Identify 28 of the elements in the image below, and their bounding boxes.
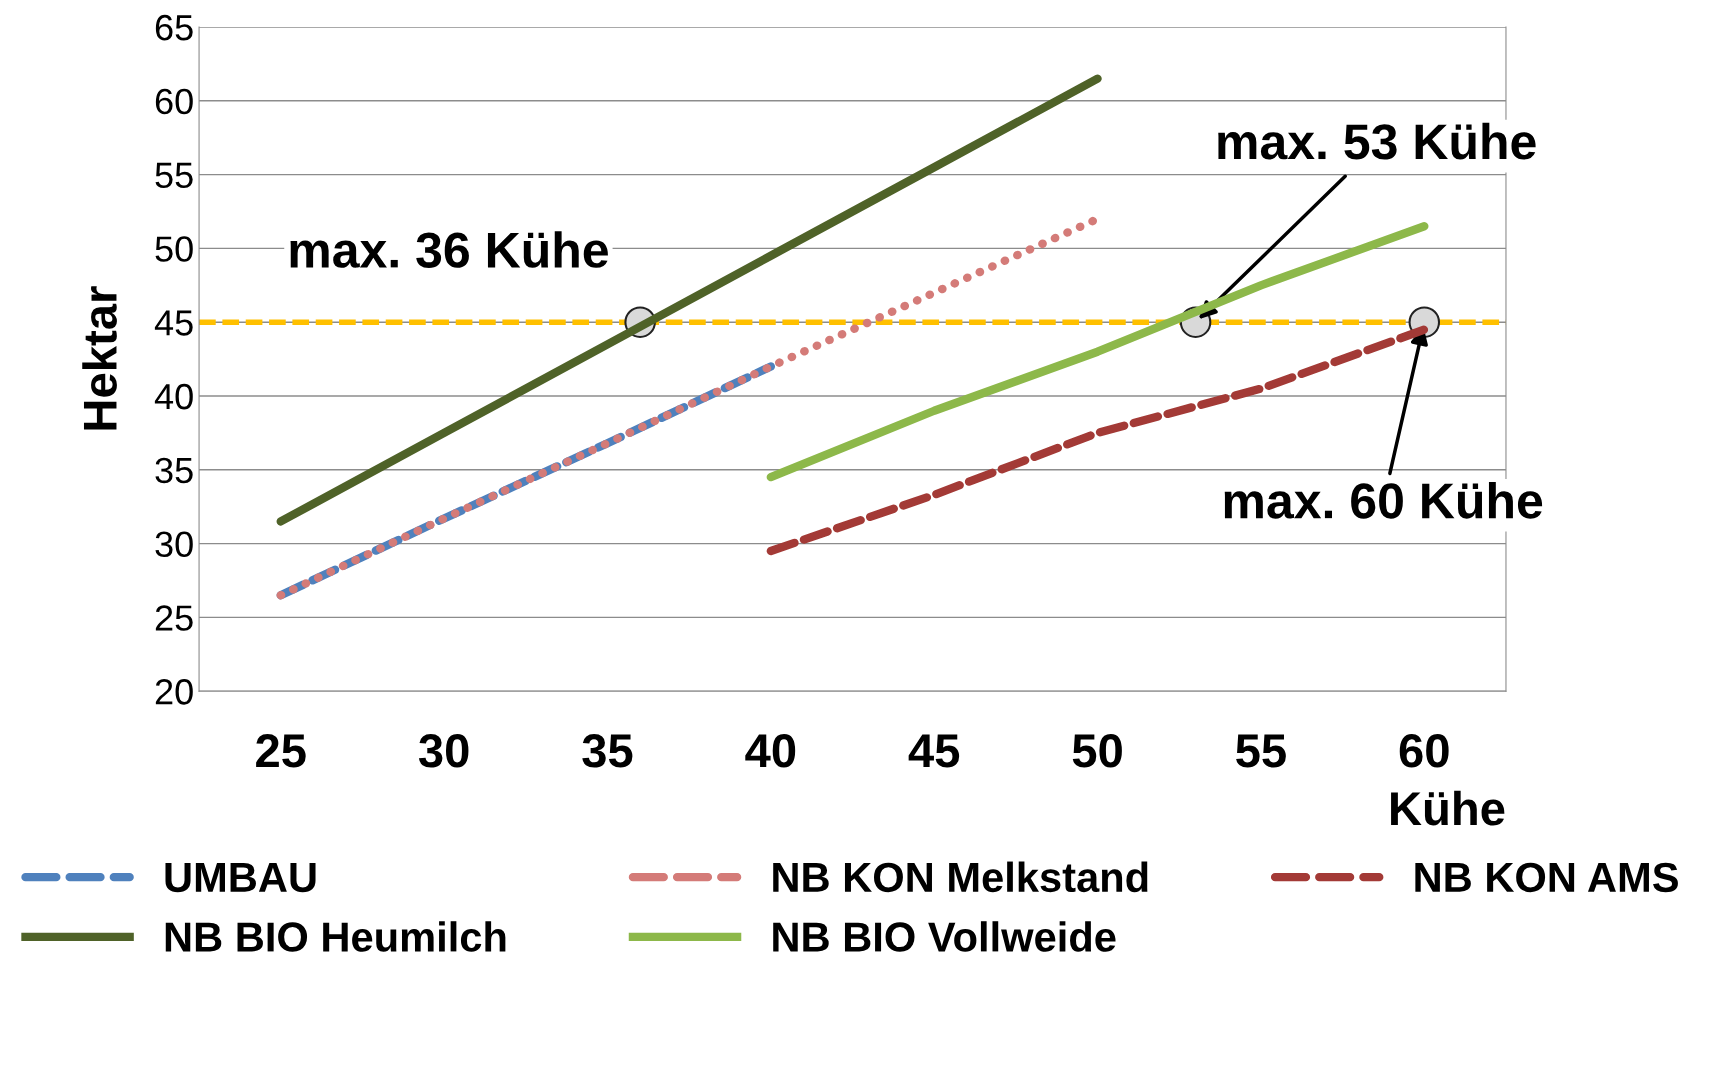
y-tick-label: 65 [155,14,193,41]
legend-label: NB BIO Heumilch [165,921,506,952]
x-tick-label: 30 [418,734,469,768]
y-tick-label: 35 [155,457,193,484]
y-tick-label: 40 [154,383,193,410]
x-tick-label: 60 [1399,734,1449,768]
y-tick-label: 45 [154,310,193,336]
legend-label: NB KON AMS [1415,862,1678,893]
x-tick-label: 55 [1236,734,1286,768]
y-tick-label: 25 [155,605,193,631]
x-axis-title: Kühe [1391,790,1505,826]
y-tick-label: 55 [155,162,193,189]
y-tick-label: 60 [155,88,193,115]
x-tick-label: 35 [582,734,633,768]
annotation: max. 36 Kühe [290,231,608,268]
y-tick-label: 20 [155,679,193,705]
x-tick-label: 50 [1072,734,1122,768]
x-tick-label: 45 [908,734,960,768]
y-axis-title: Hektar [82,286,117,430]
y-tick-label: 50 [155,236,193,262]
annotation: max. 53 Kühe [1218,122,1536,160]
legend-label: NB KON Melkstand [773,861,1148,893]
x-tick-label: 40 [745,734,796,768]
legend-label: UMBAU [165,863,316,893]
annotation: max. 60 Kühe [1224,481,1543,519]
x-tick-label: 25 [256,734,306,768]
legend-label: NB BIO Vollweide [773,921,1116,952]
y-tick-label: 30 [155,531,193,558]
